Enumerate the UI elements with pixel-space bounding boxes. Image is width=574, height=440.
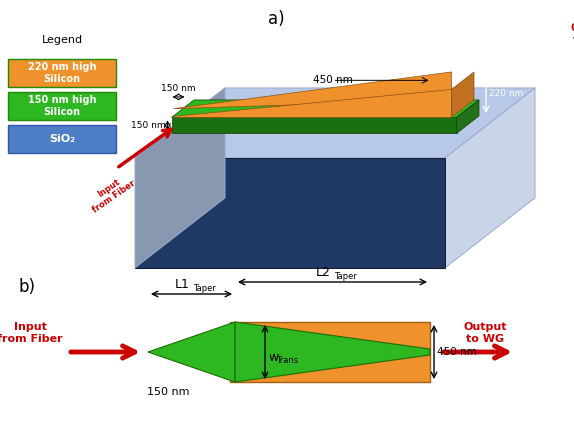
Bar — [8, 125, 116, 153]
Polygon shape — [173, 89, 452, 117]
Text: 450 nm: 450 nm — [313, 75, 352, 85]
Text: SiO₂: SiO₂ — [49, 134, 75, 144]
Polygon shape — [172, 117, 456, 133]
Polygon shape — [135, 88, 225, 268]
Text: 150 nm high
Silicon: 150 nm high Silicon — [28, 95, 96, 117]
Text: Input
from Fiber: Input from Fiber — [86, 170, 138, 215]
Text: Legend: Legend — [41, 35, 83, 45]
Polygon shape — [135, 158, 445, 268]
Text: L1: L1 — [174, 278, 189, 291]
Text: Output
to WG: Output to WG — [571, 23, 574, 45]
Text: 450 nm: 450 nm — [437, 347, 477, 357]
Text: b): b) — [18, 278, 35, 296]
Bar — [230, 322, 430, 382]
Polygon shape — [148, 322, 235, 382]
Text: 220 nm high
Silicon: 220 nm high Silicon — [28, 62, 96, 84]
Text: Taper: Taper — [193, 284, 216, 293]
Polygon shape — [452, 72, 474, 117]
Polygon shape — [173, 72, 452, 109]
Polygon shape — [172, 100, 479, 117]
Text: Trans: Trans — [276, 356, 298, 364]
Polygon shape — [135, 88, 535, 158]
Text: Input
from Fiber: Input from Fiber — [0, 323, 63, 344]
Text: 220 nm: 220 nm — [489, 89, 523, 99]
Text: Taper: Taper — [335, 272, 358, 281]
Text: a): a) — [268, 10, 285, 28]
Polygon shape — [445, 88, 535, 268]
Bar — [8, 59, 116, 87]
Bar — [8, 92, 116, 120]
Polygon shape — [235, 322, 430, 382]
Text: 150 nm: 150 nm — [161, 84, 196, 93]
Text: Output
to WG: Output to WG — [463, 323, 507, 344]
Text: 150 nm: 150 nm — [131, 121, 165, 130]
Polygon shape — [456, 100, 479, 133]
Text: 150 nm: 150 nm — [147, 387, 189, 397]
Text: L2: L2 — [316, 266, 331, 279]
Text: w: w — [268, 351, 278, 363]
